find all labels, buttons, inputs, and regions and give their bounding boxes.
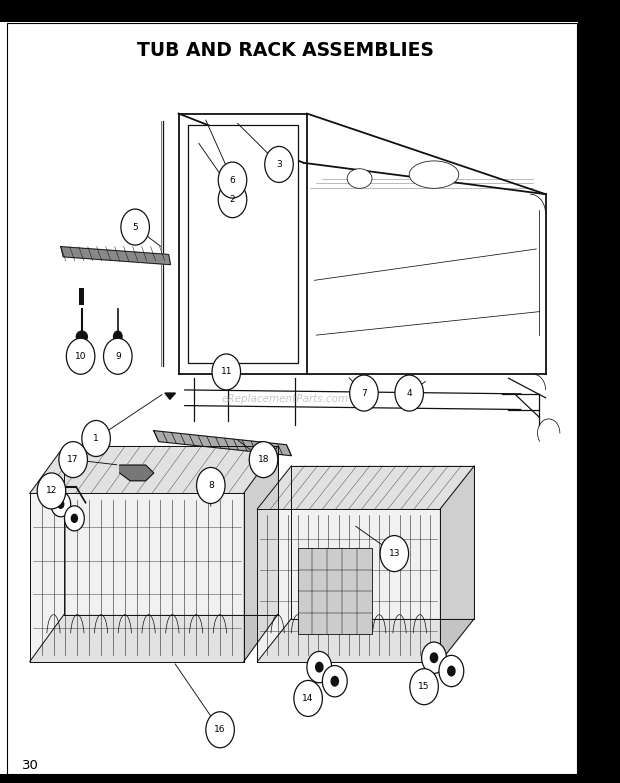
Circle shape xyxy=(82,420,110,456)
Circle shape xyxy=(439,655,464,687)
Circle shape xyxy=(197,467,225,503)
Ellipse shape xyxy=(76,330,88,343)
Text: 3: 3 xyxy=(276,160,282,169)
Text: TUB AND RACK ASSEMBLIES: TUB AND RACK ASSEMBLIES xyxy=(137,41,433,60)
Polygon shape xyxy=(30,493,244,662)
Ellipse shape xyxy=(347,168,372,188)
Text: 14: 14 xyxy=(303,694,314,703)
Polygon shape xyxy=(257,619,474,662)
Circle shape xyxy=(121,209,149,245)
Ellipse shape xyxy=(580,110,604,148)
Polygon shape xyxy=(257,466,474,509)
Circle shape xyxy=(422,642,446,673)
Bar xyxy=(0,774,620,783)
Circle shape xyxy=(307,651,332,683)
Bar xyxy=(79,288,84,305)
Polygon shape xyxy=(244,446,278,662)
Ellipse shape xyxy=(409,161,459,188)
Bar xyxy=(0,0,620,22)
Text: 11: 11 xyxy=(221,367,232,377)
Ellipse shape xyxy=(580,369,604,406)
Text: 8: 8 xyxy=(208,481,214,490)
Ellipse shape xyxy=(113,330,123,343)
Circle shape xyxy=(212,354,241,390)
Text: 4: 4 xyxy=(406,388,412,398)
Circle shape xyxy=(410,669,438,705)
Text: 17: 17 xyxy=(68,455,79,464)
Text: 12: 12 xyxy=(46,486,57,496)
Polygon shape xyxy=(440,466,474,662)
Polygon shape xyxy=(61,247,170,265)
Polygon shape xyxy=(165,393,175,399)
Circle shape xyxy=(59,442,87,478)
Circle shape xyxy=(447,666,456,677)
Circle shape xyxy=(350,375,378,411)
Bar xyxy=(298,548,372,634)
Circle shape xyxy=(66,338,95,374)
Polygon shape xyxy=(120,465,154,481)
Circle shape xyxy=(380,536,409,572)
Circle shape xyxy=(330,676,339,687)
Text: 7: 7 xyxy=(361,388,367,398)
Circle shape xyxy=(71,514,78,523)
Text: 18: 18 xyxy=(258,455,269,464)
Circle shape xyxy=(249,442,278,478)
Text: 6: 6 xyxy=(229,175,236,185)
Circle shape xyxy=(218,182,247,218)
Polygon shape xyxy=(30,615,278,662)
Bar xyxy=(578,0,620,783)
Text: 10: 10 xyxy=(75,352,86,361)
Circle shape xyxy=(57,500,64,509)
Circle shape xyxy=(395,375,423,411)
Circle shape xyxy=(64,506,84,531)
Circle shape xyxy=(37,473,66,509)
Text: eReplacementParts.com: eReplacementParts.com xyxy=(221,395,349,404)
Text: 15: 15 xyxy=(418,682,430,691)
Circle shape xyxy=(294,680,322,716)
Circle shape xyxy=(104,338,132,374)
Circle shape xyxy=(206,712,234,748)
Circle shape xyxy=(315,662,324,673)
Bar xyxy=(188,125,298,363)
Bar xyxy=(195,135,290,351)
Circle shape xyxy=(51,492,71,517)
Polygon shape xyxy=(30,446,278,493)
Polygon shape xyxy=(257,509,440,662)
Circle shape xyxy=(218,162,247,198)
Circle shape xyxy=(265,146,293,182)
Circle shape xyxy=(322,666,347,697)
Text: 30: 30 xyxy=(22,760,38,772)
Text: 16: 16 xyxy=(215,725,226,734)
Ellipse shape xyxy=(580,627,604,665)
Circle shape xyxy=(430,652,438,663)
Text: 2: 2 xyxy=(229,195,236,204)
Polygon shape xyxy=(154,431,291,456)
Text: 5: 5 xyxy=(132,222,138,232)
Text: 13: 13 xyxy=(389,549,400,558)
Text: 1: 1 xyxy=(93,434,99,443)
Text: 9: 9 xyxy=(115,352,121,361)
